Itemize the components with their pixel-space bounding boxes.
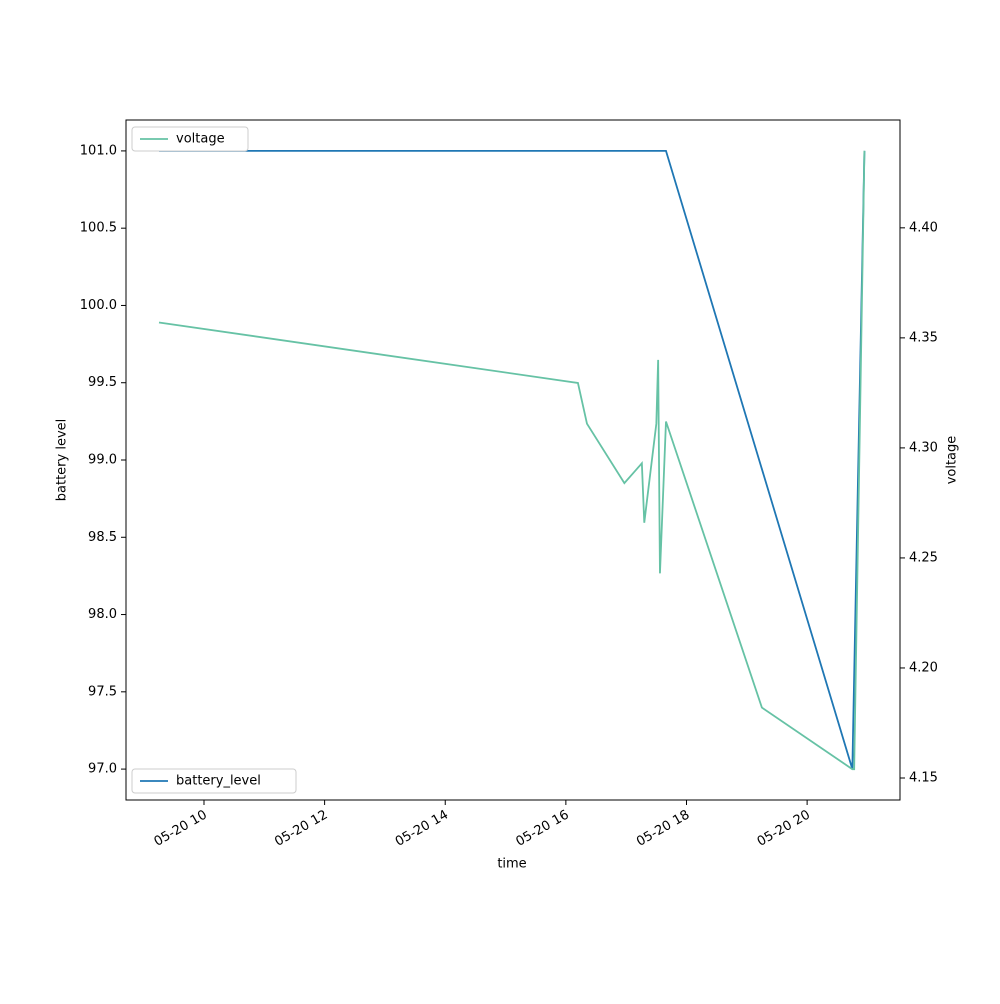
y2-tick-label: 4.35 xyxy=(909,330,938,345)
legend-label: battery_level xyxy=(176,774,261,789)
x-tick-label: 05-20 12 xyxy=(272,808,330,850)
x-axis-label: time xyxy=(497,857,526,872)
line-series xyxy=(158,150,866,771)
x-tick-label: 05-20 10 xyxy=(152,808,210,850)
legend-label: voltage xyxy=(176,132,225,147)
y2-tick-label: 4.20 xyxy=(909,660,938,675)
legend-box xyxy=(131,126,249,152)
y-tick-label: 100.0 xyxy=(80,298,117,313)
x-tick-label: 05-20 14 xyxy=(393,808,451,850)
y-tick-label: 99.5 xyxy=(88,375,117,390)
line-series xyxy=(158,150,866,770)
y2-tick-label: 4.25 xyxy=(909,550,938,565)
x-tick-label: 05-20 16 xyxy=(513,808,571,850)
x-tick-label: 05-20 20 xyxy=(755,808,813,850)
y2-axis-label: voltage xyxy=(945,436,960,485)
y-tick-label: 99.0 xyxy=(88,453,117,468)
y2-tick-label: 4.15 xyxy=(909,770,938,785)
y-tick-label: 100.5 xyxy=(80,221,117,236)
y-tick-label: 97.0 xyxy=(88,762,117,777)
y2-tick-label: 4.30 xyxy=(909,440,938,455)
y-tick-label: 98.5 xyxy=(88,530,117,545)
plot-frame xyxy=(125,119,901,801)
y-axis-label: battery level xyxy=(55,419,70,502)
y-tick-label: 98.0 xyxy=(88,607,117,622)
y-tick-label: 97.5 xyxy=(88,684,117,699)
legend-box xyxy=(131,768,297,794)
y-tick-label: 101.0 xyxy=(80,143,117,158)
y2-tick-label: 4.40 xyxy=(909,220,938,235)
x-tick-label: 05-20 18 xyxy=(634,808,692,850)
